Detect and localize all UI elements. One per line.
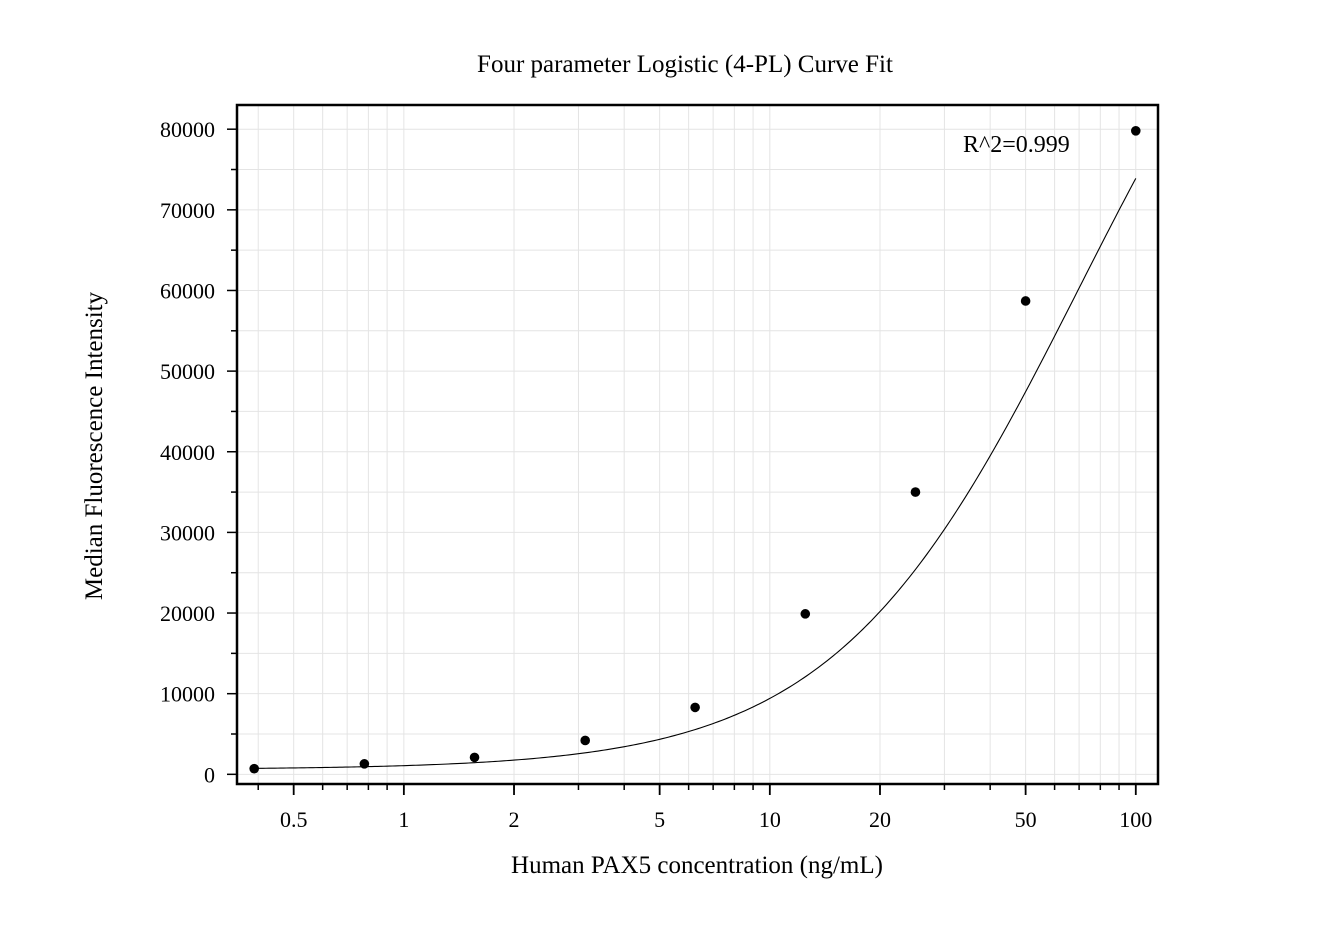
x-tick-label: 0.5 [280, 807, 308, 832]
y-tick-label: 70000 [160, 198, 215, 223]
x-axis-label: Human PAX5 concentration (ng/mL) [511, 852, 883, 879]
data-point [1130, 126, 1141, 136]
y-tick-labels: 0 10000 20000 30000 40000 50000 60000 70000 8000… [160, 117, 215, 787]
y-tick-label: 10000 [160, 682, 215, 707]
x-tick-labels: 0.5 1 2 5 10 20 50 100 [280, 807, 1152, 832]
data-point [580, 735, 591, 746]
data-points [249, 126, 1141, 774]
y-tick-label: 80000 [160, 117, 215, 142]
r-squared-annotation: R^2=0.999 [963, 132, 1070, 158]
data-point [249, 763, 259, 774]
x-tick-label: 20 [869, 807, 891, 832]
x-tick-label: 1 [398, 807, 409, 832]
data-point [690, 702, 700, 713]
data-point [469, 752, 480, 763]
x-tick-label: 100 [1119, 807, 1152, 832]
y-tick-label: 50000 [160, 359, 215, 384]
y-tick-label: 40000 [160, 440, 215, 465]
fit-curve-layer [254, 178, 1137, 769]
y-tick-label: 20000 [160, 601, 215, 626]
x-tick-label: 10 [759, 807, 781, 832]
axis-ticks [227, 128, 1137, 795]
chart-title: Four parameter Logistic (4-PL) Curve Fit [477, 51, 893, 78]
y-axis-label: Median Fluorescence Intensity [81, 291, 108, 600]
data-point [1020, 296, 1031, 306]
data-point [910, 487, 921, 497]
data-point [359, 759, 370, 769]
y-tick-label: 30000 [160, 520, 215, 545]
x-tick-label: 50 [1015, 807, 1037, 832]
y-tick-label: 0 [204, 762, 215, 787]
data-point [800, 609, 811, 619]
x-tick-label: 2 [509, 807, 520, 832]
fit-curve [254, 178, 1137, 769]
plot-frame [235, 103, 1160, 786]
grid-lines [237, 105, 1158, 784]
y-tick-label: 60000 [160, 278, 215, 303]
x-tick-label: 5 [654, 807, 665, 832]
